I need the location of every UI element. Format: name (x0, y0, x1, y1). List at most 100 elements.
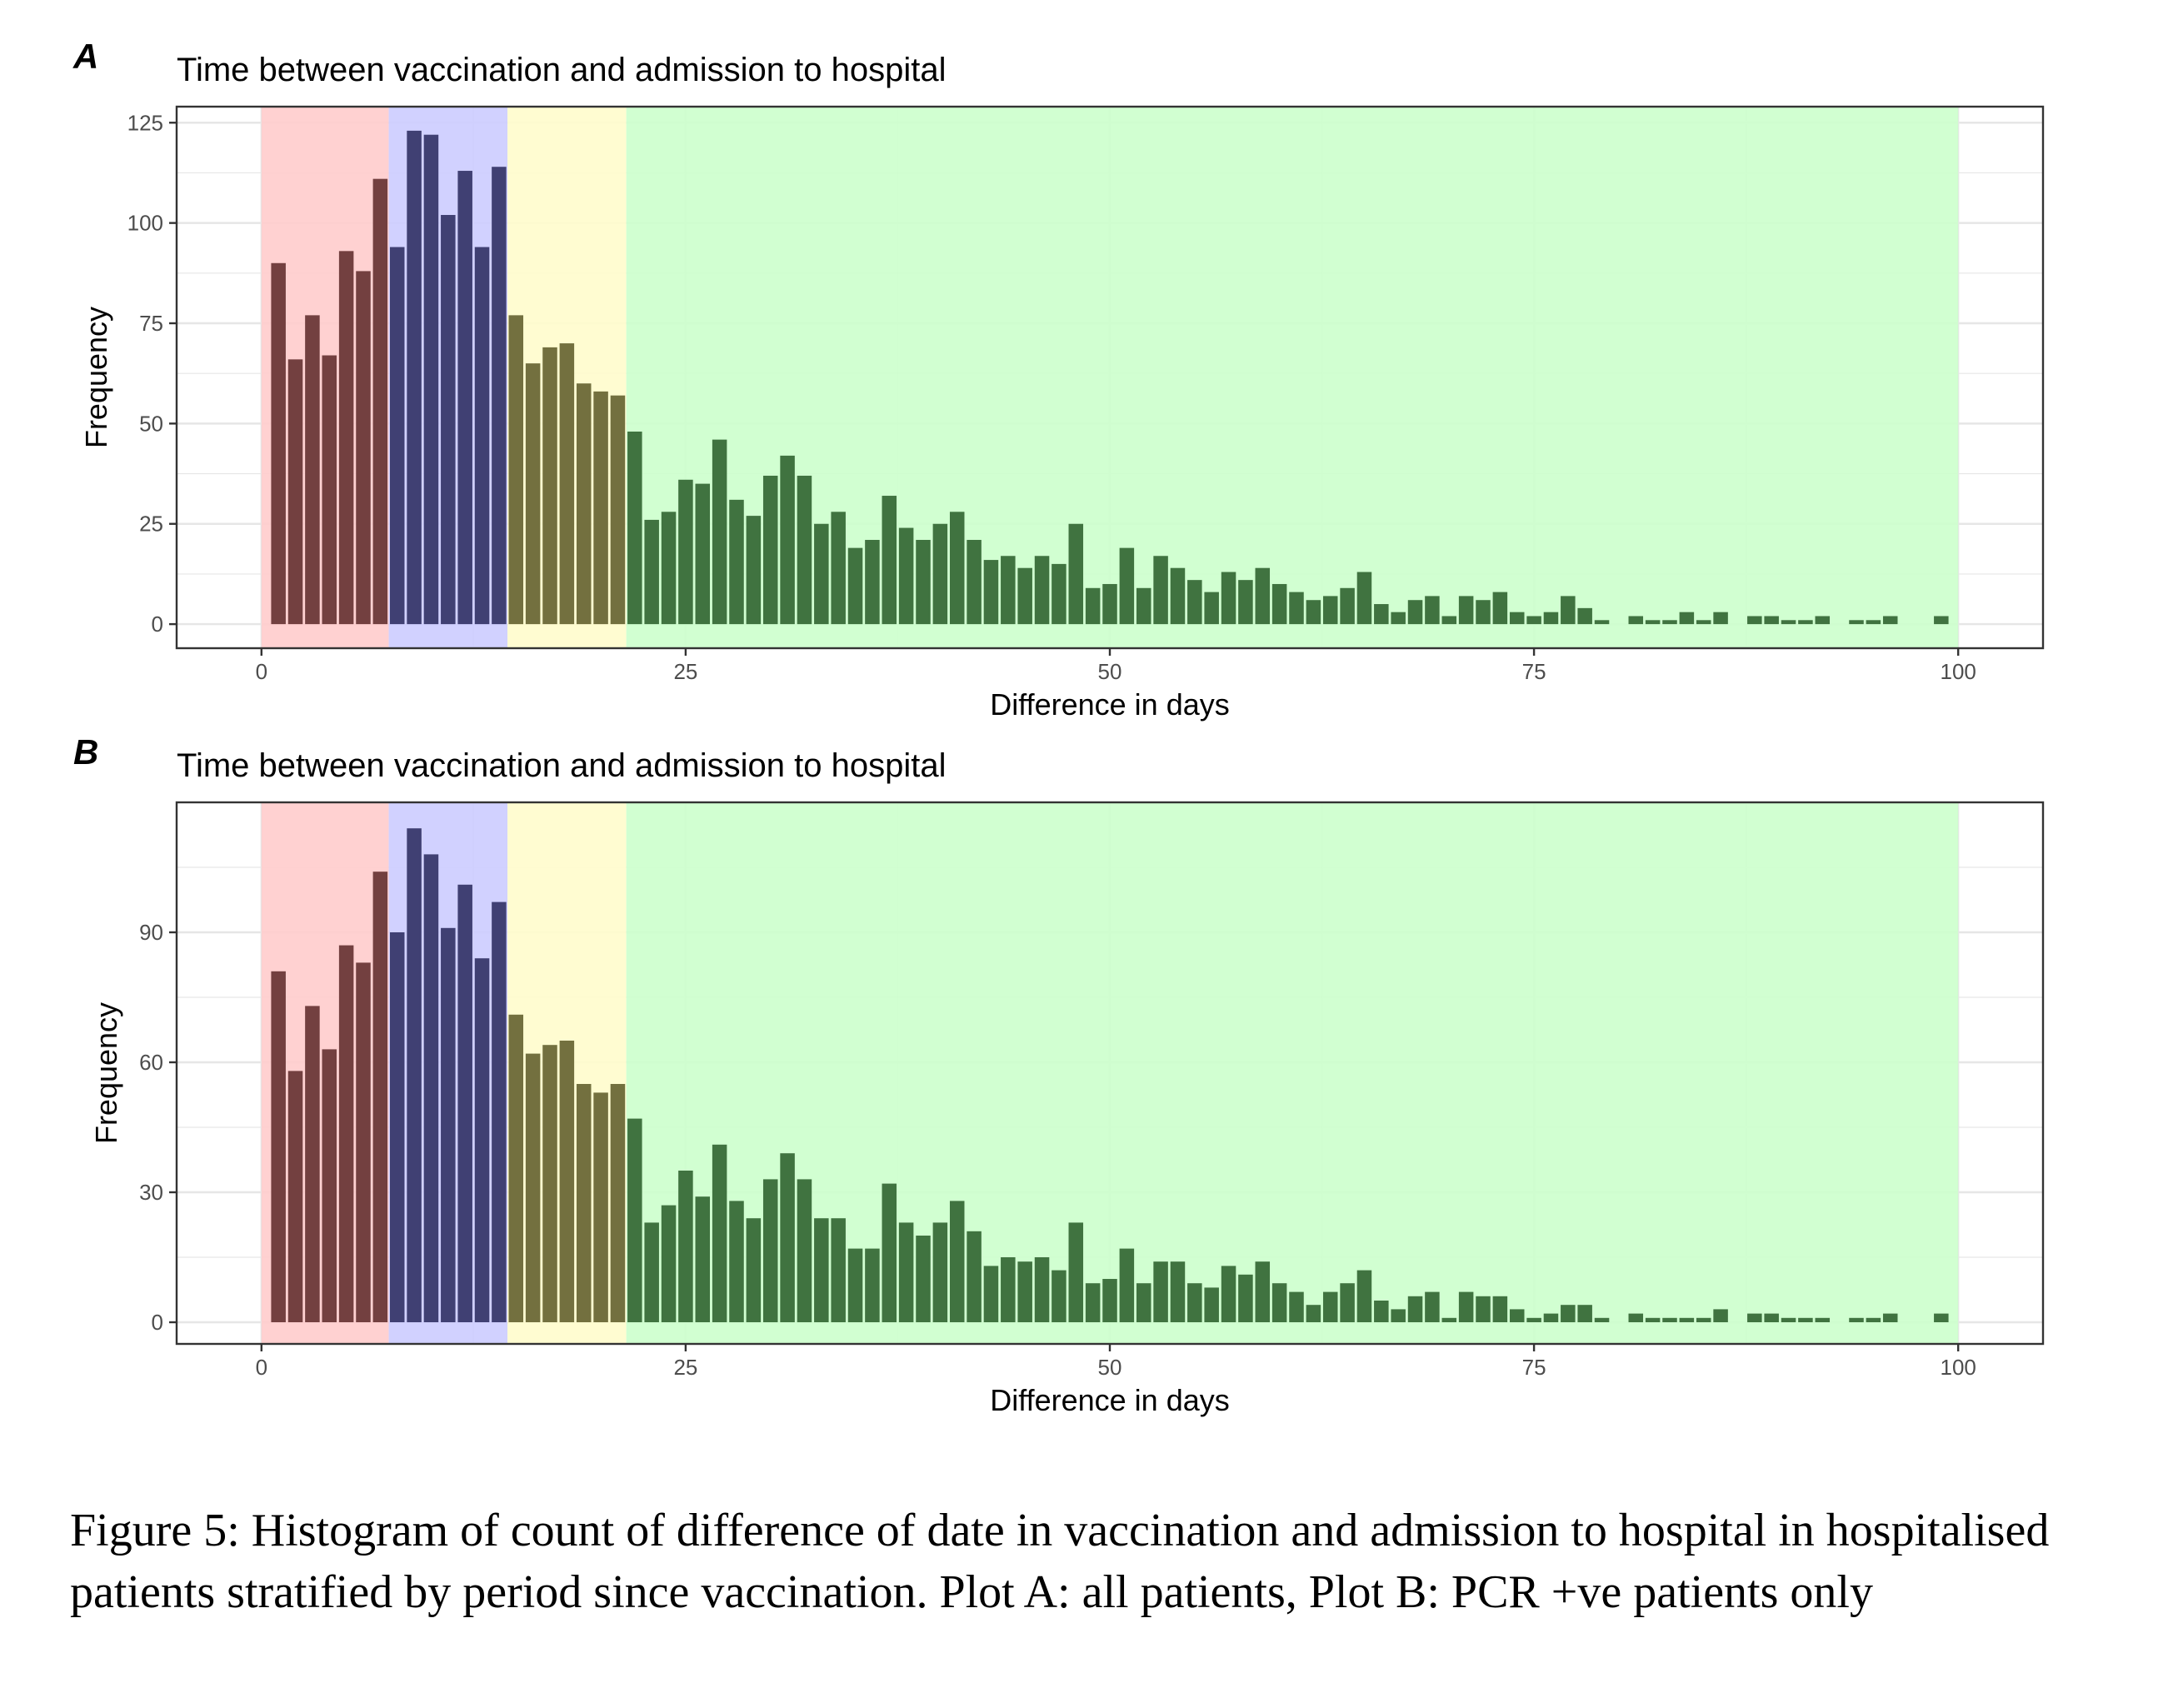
bar (661, 512, 677, 625)
bar (1476, 1296, 1491, 1322)
bar (627, 1118, 642, 1322)
bar (1170, 567, 1186, 625)
panel-letter: B (73, 732, 98, 772)
chart-title: Time between vaccination and admission t… (177, 52, 946, 88)
y-tick-label: 0 (152, 612, 163, 637)
y-tick-label: 125 (127, 110, 163, 135)
bar (1271, 583, 1287, 625)
bar (1645, 620, 1661, 625)
bar (457, 171, 472, 625)
bar (1391, 612, 1406, 625)
bar (1543, 612, 1559, 625)
bar (1645, 1317, 1661, 1322)
bar (898, 1222, 914, 1322)
bars (271, 828, 1949, 1322)
bar (1934, 1313, 1949, 1322)
bar (1034, 556, 1050, 625)
bar (1882, 616, 1898, 625)
bar (1543, 1313, 1559, 1322)
bar (898, 527, 914, 625)
bar (1374, 604, 1389, 625)
y-tick-label: 25 (139, 512, 163, 537)
bar (593, 391, 608, 625)
bar (1458, 1291, 1474, 1322)
bar (1407, 1296, 1423, 1322)
bar (1221, 572, 1236, 625)
bar (762, 1179, 778, 1322)
bar (1781, 620, 1796, 625)
bar (949, 1201, 965, 1322)
y-tick-label: 90 (139, 920, 163, 945)
bar (797, 475, 812, 625)
bar (1594, 620, 1610, 625)
bar (287, 359, 303, 625)
bar (1306, 1305, 1321, 1322)
figure-caption: Figure 5: Histogram of count of differen… (70, 1505, 2050, 1618)
bar (729, 1201, 744, 1322)
bar (457, 884, 472, 1322)
bar (1119, 547, 1135, 625)
bar (1509, 1309, 1525, 1322)
bar (492, 167, 507, 625)
bar (949, 512, 965, 625)
bar (338, 945, 354, 1322)
bar (441, 927, 456, 1322)
bar (1509, 612, 1525, 625)
bar (1153, 556, 1168, 625)
y-axis-title: Frequency (89, 1002, 123, 1144)
bar (407, 828, 422, 1322)
x-tick-label: 100 (1940, 1355, 1976, 1380)
bar (729, 499, 744, 625)
x-tick-label: 50 (1098, 1355, 1122, 1380)
x-tick-label: 0 (256, 659, 267, 684)
bar (882, 496, 897, 625)
bar (1441, 1317, 1457, 1322)
bar (356, 271, 371, 625)
bar (1696, 1317, 1711, 1322)
bar (1238, 580, 1253, 625)
x-tick-label: 75 (1522, 1355, 1546, 1380)
x-tick-label: 0 (256, 1355, 267, 1380)
bar (1696, 620, 1711, 625)
bar (542, 347, 557, 625)
bar (1815, 1317, 1831, 1322)
bar (678, 479, 693, 625)
bar (847, 547, 863, 625)
bar (1425, 1291, 1440, 1322)
bar (1271, 1283, 1287, 1322)
bar (1526, 1317, 1541, 1322)
bar (1594, 1317, 1610, 1322)
bar (1374, 1301, 1389, 1322)
bar (407, 130, 422, 625)
bar (831, 512, 846, 625)
bar (1679, 612, 1695, 625)
bar (780, 1153, 795, 1322)
x-axis-title: Difference in days (990, 1383, 1230, 1417)
bar (559, 343, 575, 625)
bar (1340, 1283, 1355, 1322)
bar (780, 455, 795, 625)
bar (983, 1266, 999, 1322)
bar (762, 475, 778, 625)
bar (1407, 600, 1423, 625)
bar (1679, 1317, 1695, 1322)
bar (1001, 1257, 1016, 1322)
bar (1017, 1261, 1032, 1322)
bar (1849, 620, 1864, 625)
bar (1187, 1283, 1202, 1322)
bar (356, 962, 371, 1322)
bar (287, 1071, 303, 1322)
bar (1781, 1317, 1796, 1322)
bar (305, 1006, 320, 1322)
bar (441, 215, 456, 625)
bar (1238, 1274, 1253, 1322)
bar (746, 1218, 762, 1322)
bar (423, 134, 439, 625)
bar (508, 1014, 524, 1322)
bar (1187, 580, 1202, 625)
bar (525, 363, 541, 625)
figure: A Time between vaccination and admission … (72, 37, 2045, 1417)
bar (1526, 616, 1541, 625)
bar (322, 1049, 337, 1322)
bar (814, 1218, 829, 1322)
